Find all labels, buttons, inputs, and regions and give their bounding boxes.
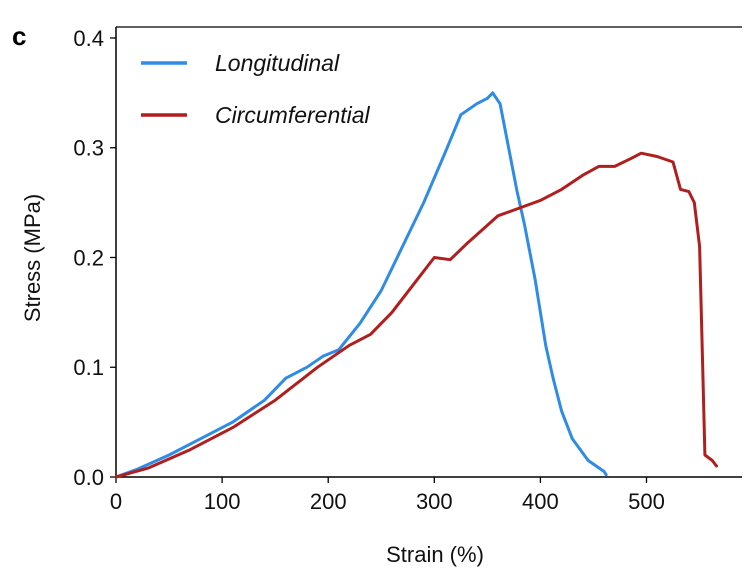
x-tick-label: 200 (310, 489, 347, 514)
x-tick-label: 300 (416, 489, 453, 514)
x-tick-label: 500 (628, 489, 665, 514)
y-axis-ticks: 0.0 0.1 0.2 0.3 0.4 (73, 26, 116, 490)
y-axis-title: Stress (MPa) (20, 194, 45, 322)
series-line-circumferential (114, 151, 718, 479)
y-tick-label: 0.1 (73, 355, 104, 380)
y-tick-label: 0.4 (73, 26, 104, 51)
y-tick-label: 0.3 (73, 136, 104, 161)
axes (115, 26, 742, 478)
series-line-longitudinal (114, 91, 608, 479)
legend-label-longitudinal: Longitudinal (215, 50, 340, 76)
y-tick-label: 0.2 (73, 245, 104, 270)
y-tick-label: 0.0 (73, 465, 104, 490)
series-lines (114, 91, 718, 479)
panel-label: c (12, 21, 26, 51)
x-tick-label: 100 (204, 489, 241, 514)
legend-label-circumferential: Circumferential (215, 102, 371, 128)
x-axis-title: Strain (%) (386, 542, 484, 567)
x-axis-ticks: 0 100 200 300 400 500 (110, 477, 665, 514)
legend: Longitudinal Circumferential (141, 50, 371, 128)
x-tick-label: 400 (522, 489, 559, 514)
x-tick-label: 0 (110, 489, 122, 514)
